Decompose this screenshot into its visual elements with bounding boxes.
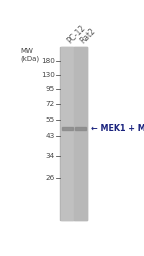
Bar — [74, 47, 87, 220]
Text: 43: 43 — [46, 133, 55, 139]
Text: MW
(kDa): MW (kDa) — [20, 48, 39, 62]
Text: 34: 34 — [46, 153, 55, 159]
Text: Rat2: Rat2 — [78, 27, 97, 46]
Text: 130: 130 — [41, 72, 55, 78]
Bar — [61, 47, 73, 220]
Text: PC-12: PC-12 — [65, 24, 87, 46]
Text: 26: 26 — [46, 175, 55, 180]
Text: ← MEK1 + MEK2: ← MEK1 + MEK2 — [91, 124, 144, 133]
Text: 72: 72 — [46, 101, 55, 107]
Text: 55: 55 — [46, 118, 55, 123]
Bar — [61, 127, 73, 130]
Bar — [60, 47, 87, 220]
Text: 95: 95 — [46, 86, 55, 92]
Text: 180: 180 — [41, 58, 55, 64]
Bar — [75, 127, 86, 130]
